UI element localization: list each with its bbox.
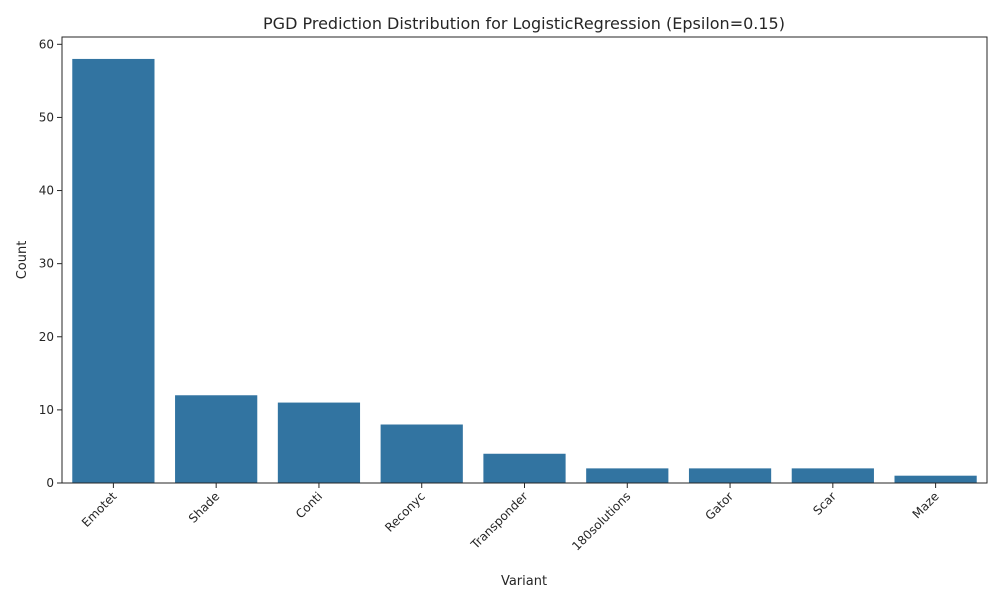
bar-gator [688,468,772,483]
bar-scar [791,468,874,483]
y-tick-label: 40 [39,184,54,198]
bar-transponder [483,453,566,483]
y-tick-label: 10 [39,403,54,417]
x-tick-label: Gator [702,489,736,523]
bar-conti [277,402,361,483]
x-tick-label: Shade [186,489,222,525]
bar-maze [894,475,977,483]
x-axis-label: Variant [501,574,547,589]
y-tick-label: 60 [39,37,54,51]
y-tick-label: 0 [46,476,54,490]
axes-frame [61,36,988,484]
bar-shade [175,395,258,483]
bar-180solutions [586,468,669,483]
x-tick-label: Emotet [79,489,120,530]
x-tick-label: 180solutions [569,489,633,553]
x-tick-label: Transponder [468,489,531,552]
x-tick-label: Reconyc [382,489,428,535]
x-tick-label: Maze [910,489,942,521]
y-tick-label: 50 [39,110,54,124]
bar-emotet [72,58,155,484]
x-tick-label: Scar [810,489,839,518]
chart-title: PGD Prediction Distribution for Logistic… [263,14,785,33]
plot-area: 0 10 20 30 40 50 60 Emotet Shade Conti Reconyc Tran… [39,36,988,553]
y-tick-label: 30 [39,257,54,271]
x-tick-label: Conti [293,489,325,521]
y-axis-label: Count [15,241,30,280]
y-tick-label: 20 [39,330,54,344]
bar-reconyc [380,424,463,483]
